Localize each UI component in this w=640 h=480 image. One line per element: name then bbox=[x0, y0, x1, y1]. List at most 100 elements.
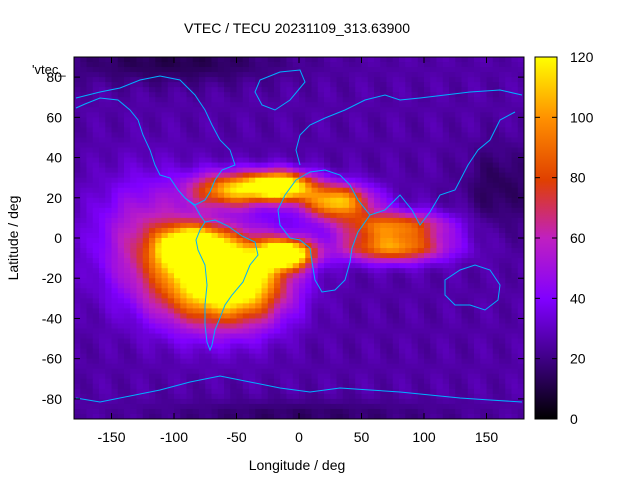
heatmap-cell bbox=[205, 313, 213, 320]
heatmap-cell bbox=[74, 288, 81, 294]
heatmap-cell bbox=[117, 127, 125, 134]
heatmap-cell bbox=[92, 137, 100, 144]
heatmap-cell bbox=[161, 383, 169, 390]
heatmap-cell bbox=[486, 232, 494, 239]
heatmap-cell bbox=[367, 112, 375, 118]
heatmap-cell bbox=[436, 117, 444, 123]
heatmap-cell bbox=[192, 117, 200, 123]
heatmap-cell bbox=[211, 182, 219, 189]
heatmap-cell bbox=[355, 222, 363, 229]
heatmap-cell bbox=[324, 313, 331, 320]
heatmap-cell bbox=[455, 323, 463, 330]
heatmap-cell bbox=[105, 313, 113, 320]
heatmap-cell bbox=[355, 303, 363, 309]
heatmap-cell bbox=[117, 197, 125, 204]
heatmap-cell bbox=[155, 92, 163, 98]
heatmap-cell bbox=[286, 343, 294, 350]
heatmap-cell bbox=[136, 157, 144, 164]
heatmap-cell bbox=[349, 162, 356, 169]
heatmap-cell bbox=[249, 207, 256, 214]
heatmap-cell bbox=[324, 102, 331, 108]
heatmap-cell bbox=[130, 403, 138, 410]
heatmap-cell bbox=[474, 323, 481, 330]
heatmap-cell bbox=[355, 82, 363, 88]
heatmap-cell bbox=[255, 182, 263, 189]
heatmap-cell bbox=[155, 348, 163, 355]
heatmap-cell bbox=[199, 288, 206, 294]
heatmap-cell bbox=[374, 388, 381, 395]
heatmap-cell bbox=[199, 132, 206, 139]
heatmap-cell bbox=[180, 97, 188, 103]
heatmap-cell bbox=[105, 318, 113, 325]
heatmap-cell bbox=[436, 288, 444, 294]
heatmap-cell bbox=[149, 303, 156, 309]
heatmap-cell bbox=[399, 378, 406, 385]
heatmap-cell bbox=[174, 368, 181, 375]
heatmap-cell bbox=[80, 248, 88, 254]
heatmap-cell bbox=[261, 393, 269, 400]
heatmap-cell bbox=[230, 172, 238, 179]
heatmap-cell bbox=[342, 388, 350, 395]
heatmap-cell bbox=[436, 323, 444, 330]
heatmap-cell bbox=[517, 167, 524, 174]
heatmap-cell bbox=[117, 333, 125, 340]
heatmap-cell bbox=[480, 72, 488, 78]
heatmap-cell bbox=[417, 318, 425, 325]
heatmap-cell bbox=[117, 338, 125, 345]
heatmap-cell bbox=[105, 147, 113, 154]
heatmap-cell bbox=[330, 238, 338, 244]
heatmap-cell bbox=[330, 378, 338, 385]
heatmap-cell bbox=[442, 348, 450, 355]
heatmap-cell bbox=[155, 102, 163, 108]
heatmap-cell bbox=[367, 162, 375, 169]
heatmap-cell bbox=[186, 132, 194, 139]
heatmap-cell bbox=[417, 308, 425, 315]
heatmap-cell bbox=[486, 122, 494, 128]
heatmap-cell bbox=[336, 227, 344, 234]
heatmap-cell bbox=[474, 107, 481, 113]
heatmap-cell bbox=[130, 393, 138, 400]
heatmap-cell bbox=[242, 122, 250, 128]
heatmap-cell bbox=[155, 127, 163, 134]
heatmap-cell bbox=[467, 373, 475, 380]
heatmap-cell bbox=[367, 207, 375, 214]
heatmap-cell bbox=[280, 368, 288, 375]
heatmap-cell bbox=[230, 308, 238, 315]
heatmap-cell bbox=[186, 182, 194, 189]
heatmap-cell bbox=[442, 258, 450, 264]
heatmap-cell bbox=[511, 288, 519, 294]
heatmap-cell bbox=[511, 67, 519, 73]
heatmap-cell bbox=[255, 243, 263, 249]
heatmap-cell bbox=[480, 222, 488, 229]
heatmap-cell bbox=[467, 172, 475, 179]
heatmap-cell bbox=[199, 333, 206, 340]
heatmap-cell bbox=[467, 248, 475, 254]
heatmap-cell bbox=[80, 318, 88, 325]
heatmap-cell bbox=[361, 268, 369, 274]
heatmap-cell bbox=[317, 92, 325, 98]
heatmap-cell bbox=[292, 127, 300, 134]
heatmap-cell bbox=[280, 77, 288, 83]
heatmap-cell bbox=[205, 298, 213, 304]
heatmap-cell bbox=[230, 303, 238, 309]
heatmap-cell bbox=[155, 157, 163, 164]
heatmap-cell bbox=[505, 102, 513, 108]
heatmap-cell bbox=[136, 288, 144, 294]
heatmap-cell bbox=[274, 227, 281, 234]
heatmap-cell bbox=[499, 328, 506, 335]
heatmap-cell bbox=[486, 273, 494, 279]
heatmap-cell bbox=[480, 202, 488, 209]
heatmap-cell bbox=[411, 343, 419, 350]
heatmap-cell bbox=[386, 187, 394, 194]
heatmap-cell bbox=[92, 283, 100, 289]
heatmap-cell bbox=[399, 187, 406, 194]
heatmap-cell bbox=[474, 67, 481, 73]
heatmap-cell bbox=[305, 383, 313, 390]
heatmap-cell bbox=[505, 398, 513, 405]
heatmap-cell bbox=[392, 398, 400, 405]
heatmap-cell bbox=[492, 323, 500, 330]
heatmap-cell bbox=[74, 313, 81, 320]
heatmap-cell bbox=[192, 378, 200, 385]
heatmap-cell bbox=[105, 117, 113, 123]
heatmap-cell bbox=[330, 358, 338, 365]
